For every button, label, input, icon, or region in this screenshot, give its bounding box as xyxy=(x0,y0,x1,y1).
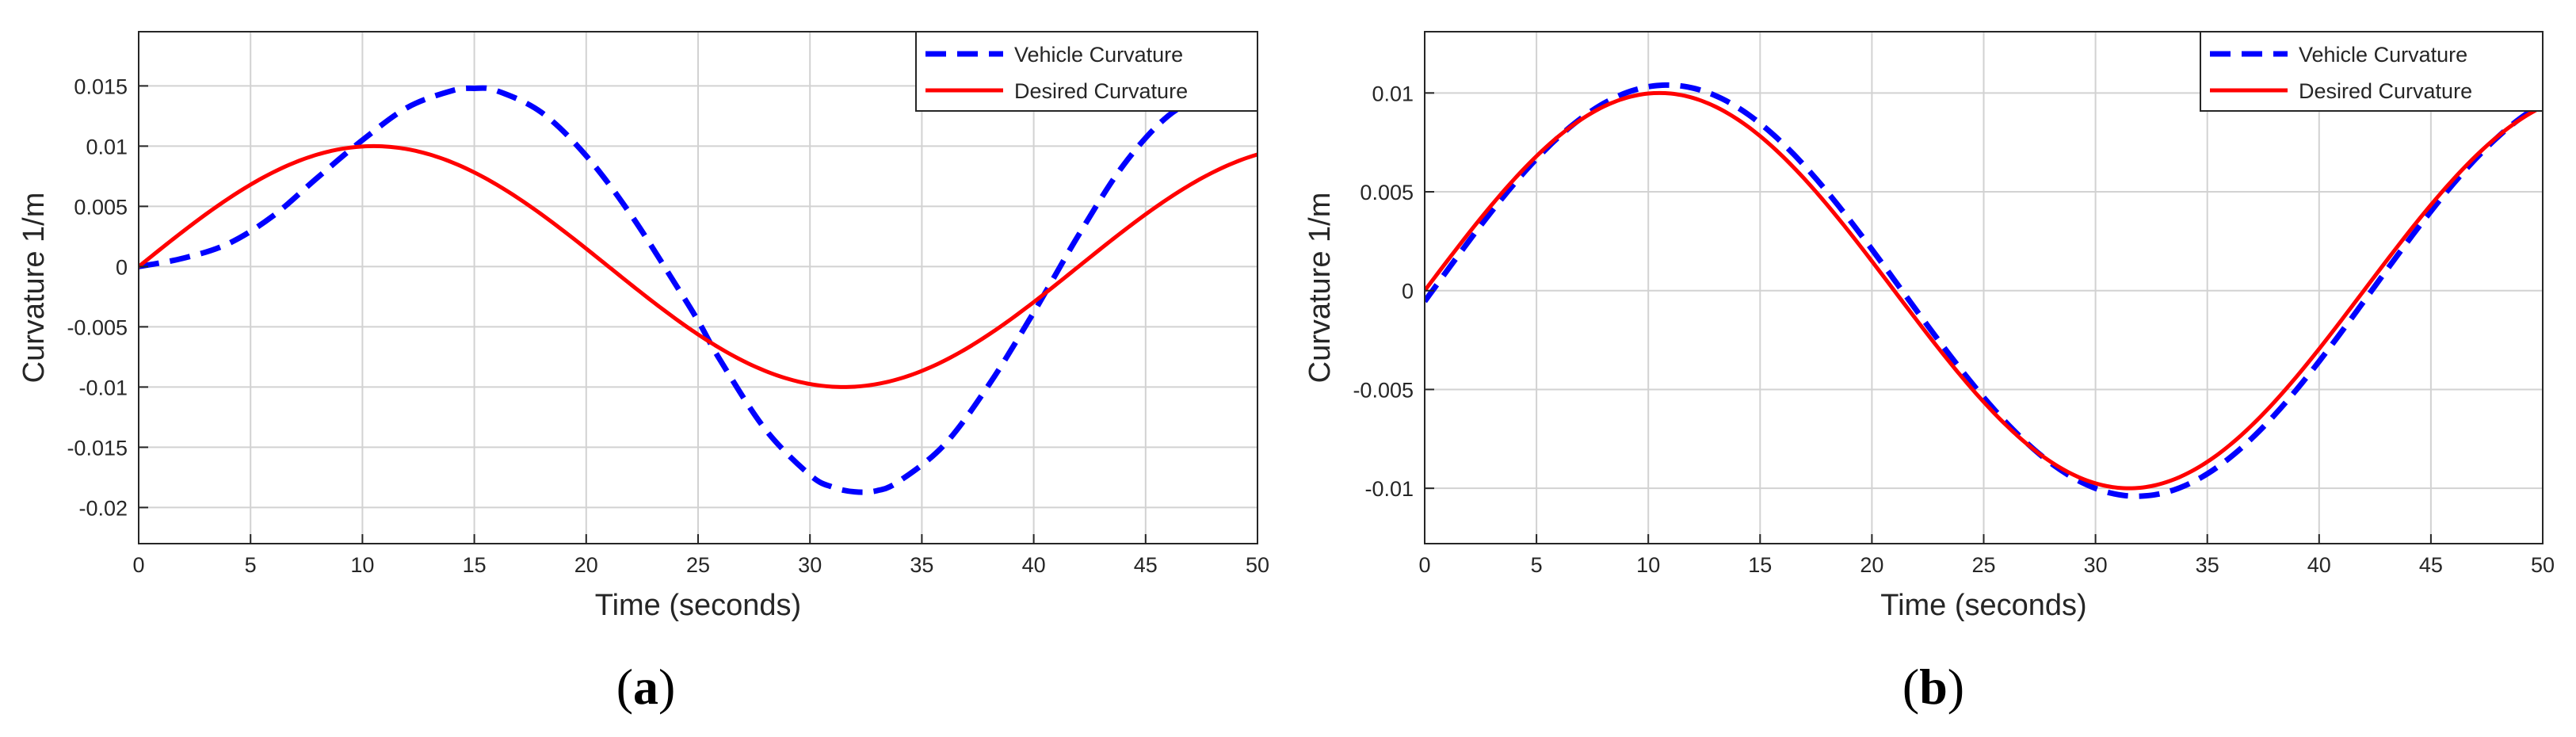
chart-a-y-tick-label: -0.02 xyxy=(78,496,128,520)
chart-b-x-tick-label: 15 xyxy=(1748,553,1772,577)
chart-b-panel-letter: b xyxy=(1919,659,1948,715)
chart-b-x-tick-label: 25 xyxy=(1971,553,1995,577)
chart-b-legend: Vehicle Curvature Desired Curvature xyxy=(2200,31,2544,112)
chart-b-x-tick-label: 5 xyxy=(1531,553,1543,577)
chart-b: 0 5 10 15 20 25 30 35 40 45 50 -0.01 -0.005 0 0.005 0.… xyxy=(1303,31,2555,715)
chart-a-panel-letter: a xyxy=(633,659,658,715)
chart-a-y-tick-label: 0.015 xyxy=(74,74,128,98)
chart-a-x-ticks: 0 5 10 15 20 25 30 35 40 45 50 xyxy=(132,534,1269,577)
chart-b-y-tick-label: 0.005 xyxy=(1360,181,1414,204)
chart-a-x-tick-label: 50 xyxy=(1246,553,1269,577)
chart-a-y-tick-label: -0.015 xyxy=(67,436,128,460)
chart-b-x-tick-label: 45 xyxy=(2419,553,2443,577)
chart-a-y-tick-label: 0 xyxy=(116,255,128,279)
chart-b-y-tick-label: -0.01 xyxy=(1364,477,1414,501)
chart-b-x-tick-label: 20 xyxy=(1860,553,1883,577)
chart-b-x-tick-label: 10 xyxy=(1636,553,1660,577)
chart-a-legend-box xyxy=(915,31,1258,112)
chart-b-x-ticks: 0 5 10 15 20 25 30 35 40 45 50 xyxy=(1418,534,2555,577)
chart-b-y-tick-label: 0.01 xyxy=(1372,82,1414,105)
chart-b-series-vehicle-curvature xyxy=(1425,82,2543,499)
chart-b-grid xyxy=(1424,32,2544,544)
chart-b-series-desired-curvature xyxy=(1425,90,2543,491)
chart-b-y-axis-label: Curvature 1/m xyxy=(1303,193,1337,384)
chart-b-y-tick-label: -0.005 xyxy=(1353,378,1414,402)
chart-a-y-ticks: -0.02 -0.015 -0.01 -0.005 0 0.005 0.01 0.015 xyxy=(67,74,148,520)
chart-b-x-tick-label: 40 xyxy=(2307,553,2331,577)
chart-a-x-tick-label: 10 xyxy=(350,553,374,577)
chart-a-x-tick-label: 5 xyxy=(245,553,257,577)
chart-a-x-tick-label: 20 xyxy=(574,553,598,577)
chart-a-x-tick-label: 40 xyxy=(1022,553,1046,577)
chart-b-x-tick-label: 0 xyxy=(1418,553,1430,577)
chart-a-y-tick-label: -0.01 xyxy=(78,376,128,399)
chart-a-y-tick-label: -0.005 xyxy=(67,315,128,339)
chart-b-panel-label: (b) xyxy=(1902,659,1964,715)
chart-a-x-tick-label: 0 xyxy=(132,553,144,577)
chart-b-y-tick-label: 0 xyxy=(1402,280,1414,304)
chart-a-y-tick-label: 0.01 xyxy=(86,135,128,158)
chart-a-legend: Vehicle Curvature Desired Curvature xyxy=(915,31,1258,112)
chart-b-x-tick-label: 35 xyxy=(2196,553,2219,577)
chart-b-series xyxy=(1425,82,2543,499)
chart-a-series xyxy=(139,85,1257,495)
chart-b-x-tick-label: 50 xyxy=(2531,553,2555,577)
chart-b-x-axis-label: Time (seconds) xyxy=(1880,589,2086,622)
chart-b-x-tick-label: 30 xyxy=(2084,553,2108,577)
chart-b-legend-entry: Vehicle Curvature xyxy=(2299,43,2467,67)
chart-a-x-tick-label: 15 xyxy=(463,553,487,577)
chart-a-x-tick-label: 25 xyxy=(686,553,710,577)
chart-a-y-axis-label: Curvature 1/m xyxy=(17,193,51,384)
chart-b-legend-entry: Desired Curvature xyxy=(2299,79,2472,103)
chart-a-x-tick-label: 35 xyxy=(910,553,933,577)
chart-b-legend-box xyxy=(2200,31,2544,112)
chart-a-y-tick-label: 0.005 xyxy=(74,195,128,219)
chart-a-series-desired-curvature xyxy=(139,143,1257,389)
chart-a-panel-label: (a) xyxy=(616,659,676,715)
chart-a-legend-entry: Desired Curvature xyxy=(1014,79,1188,103)
chart-b-y-ticks: -0.01 -0.005 0 0.005 0.01 xyxy=(1353,82,1434,501)
chart-a-x-tick-label: 45 xyxy=(1134,553,1158,577)
chart-a-x-axis-label: Time (seconds) xyxy=(595,589,801,622)
chart-a: 0 5 10 15 20 25 30 35 40 45 50 -0.02-0.015-0.01-0.… xyxy=(17,31,1269,715)
chart-a-legend-entry: Vehicle Curvature xyxy=(1014,43,1183,67)
chart-a-x-tick-label: 30 xyxy=(798,553,822,577)
